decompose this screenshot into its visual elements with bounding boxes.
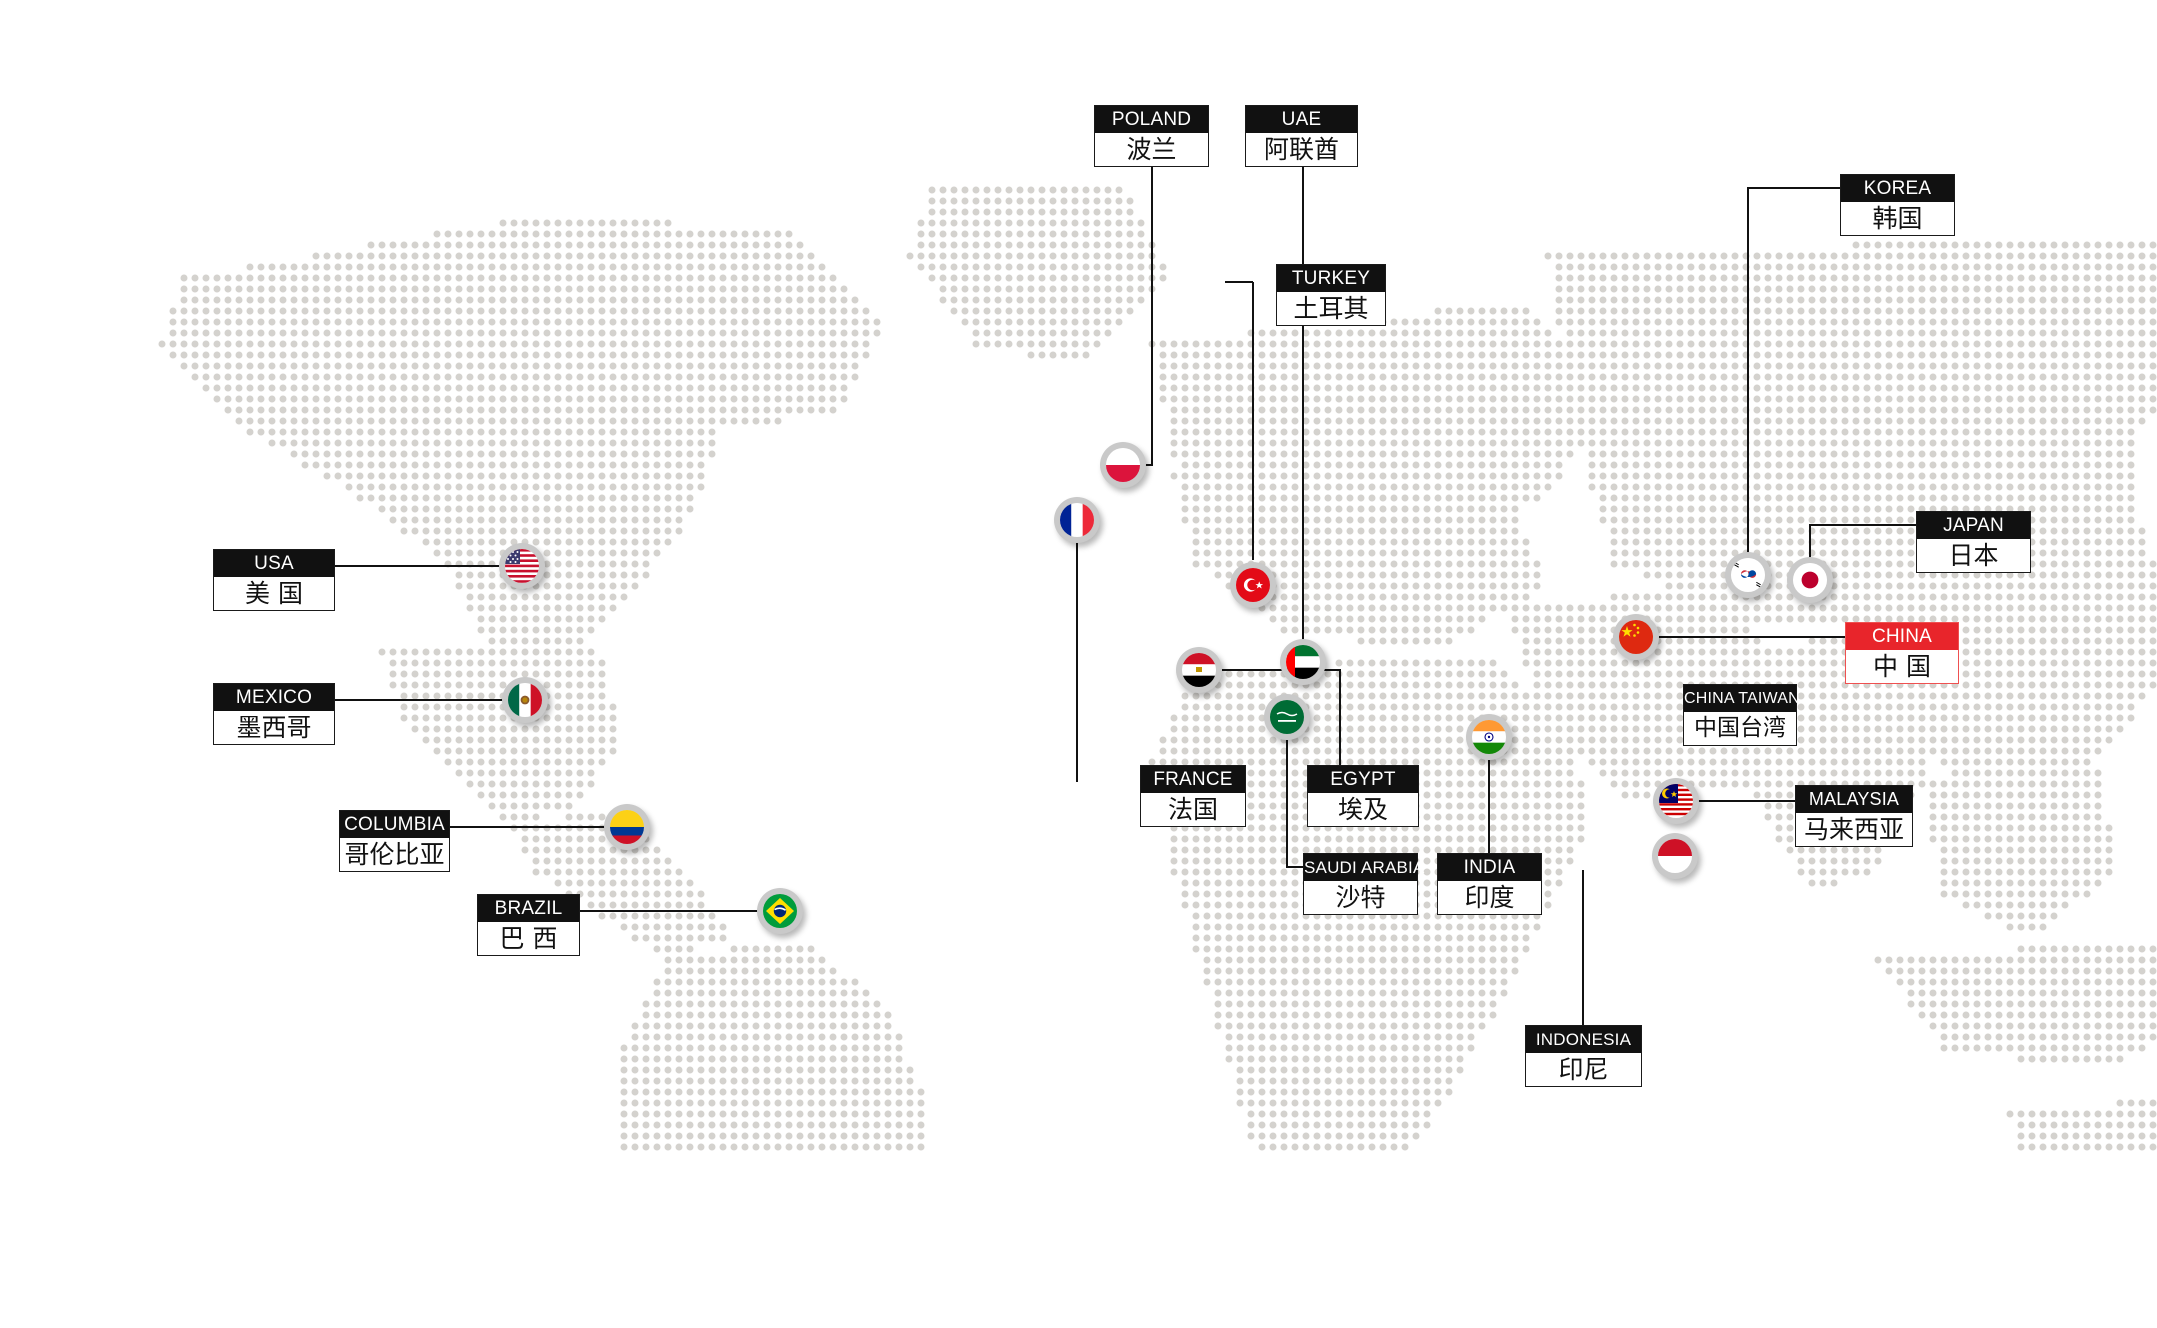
label-indonesia-en: INDONESIA [1526,1026,1641,1053]
korea-flag-icon [1731,558,1765,592]
brazil-flag-icon [763,894,797,928]
label-brazil-en: BRAZIL [478,895,579,922]
label-saudi-arabia[interactable]: SAUDI ARABIA 沙特 [1303,853,1424,915]
label-india-cn: 印度 [1464,883,1515,912]
label-korea-en: KOREA [1841,175,1954,202]
label-turkey-en: TURKEY [1277,265,1385,292]
label-turkey[interactable]: TURKEY 土耳其 [1276,264,1386,326]
columbia-flag-icon [610,810,644,844]
label-brazil[interactable]: BRAZIL 巴 西 [477,894,580,956]
label-usa-cn: 美 国 [245,579,303,608]
label-poland-cn: 波兰 [1126,135,1177,164]
label-columbia-cn: 哥伦比亚 [344,840,445,869]
marker-india[interactable] [1466,714,1512,760]
label-china-taiwan-en: CHINA TAIWAN [1684,685,1800,712]
label-india[interactable]: INDIA 印度 [1437,853,1542,915]
label-mexico-en: MEXICO [214,684,334,711]
egypt-flag-icon [1182,653,1216,687]
label-indonesia[interactable]: INDONESIA 印尼 [1525,1025,1642,1087]
label-japan[interactable]: JAPAN 日本 [1916,511,2031,573]
label-india-en: INDIA [1438,854,1541,881]
label-usa[interactable]: USA 美 国 [213,549,335,611]
japan-flag-icon [1793,563,1827,597]
mexico-flag-icon [508,683,542,717]
label-columbia[interactable]: COLUMBIA 哥伦比亚 [339,810,450,872]
label-france[interactable]: FRANCE 法国 [1140,765,1246,827]
label-mexico-cn: 墨西哥 [236,713,312,742]
marker-france[interactable] [1054,497,1100,543]
label-brazil-cn: 巴 西 [499,924,558,953]
label-columbia-en: COLUMBIA [340,811,449,838]
indonesia-flag-icon [1658,839,1692,873]
usa-flag-icon [505,549,539,583]
label-egypt-en: EGYPT [1308,766,1418,793]
china-flag-icon [1619,620,1653,654]
label-malaysia-en: MALAYSIA [1796,786,1912,813]
india-flag-icon [1472,720,1506,754]
marker-korea[interactable] [1725,552,1771,598]
label-indonesia-cn: 印尼 [1558,1055,1609,1084]
label-poland-en: POLAND [1095,106,1208,133]
label-china-taiwan-cn: 中国台湾 [1694,715,1786,741]
label-mexico[interactable]: MEXICO 墨西哥 [213,683,335,745]
marker-japan[interactable] [1787,557,1833,603]
label-china-en: CHINA [1846,623,1958,650]
saudi-arabia-flag-icon [1270,700,1304,734]
marker-egypt[interactable] [1176,647,1222,693]
label-uae-en: UAE [1246,106,1357,133]
marker-saudi-arabia[interactable] [1264,694,1310,740]
poland-flag-icon [1106,448,1140,482]
label-uae[interactable]: UAE 阿联酋 [1245,105,1358,167]
marker-usa[interactable] [499,543,545,589]
label-usa-en: USA [214,550,334,577]
marker-indonesia[interactable] [1652,833,1698,879]
malaysia-flag-icon [1659,784,1693,818]
label-china-taiwan[interactable]: CHINA TAIWAN 中国台湾 [1683,684,1800,746]
label-egypt[interactable]: EGYPT 埃及 [1307,765,1419,827]
uae-flag-icon [1286,645,1320,679]
label-japan-en: JAPAN [1917,512,2030,539]
marker-china[interactable] [1613,614,1659,660]
label-saudi-arabia-en: SAUDI ARABIA [1304,854,1424,881]
marker-turkey[interactable] [1230,562,1276,608]
label-france-en: FRANCE [1141,766,1245,793]
label-poland[interactable]: POLAND 波兰 [1094,105,1209,167]
label-egypt-cn: 埃及 [1337,795,1388,824]
label-france-cn: 法国 [1167,795,1218,824]
marker-brazil[interactable] [757,888,803,934]
label-china-cn: 中 国 [1873,652,1931,681]
marker-mexico[interactable] [502,677,548,723]
label-korea-cn: 韩国 [1872,204,1923,233]
label-saudi-arabia-cn: 沙特 [1335,883,1386,912]
label-korea[interactable]: KOREA 韩国 [1840,174,1955,236]
label-china[interactable]: CHINA 中 国 [1845,622,1959,684]
label-malaysia-cn: 马来西亚 [1803,815,1904,844]
label-japan-cn: 日本 [1948,541,1999,570]
marker-columbia[interactable] [604,804,650,850]
marker-poland[interactable] [1100,442,1146,488]
label-turkey-cn: 土耳其 [1293,294,1369,323]
marker-uae[interactable] [1280,639,1326,685]
marker-malaysia[interactable] [1653,778,1699,824]
turkey-flag-icon [1236,568,1270,602]
label-malaysia[interactable]: MALAYSIA 马来西亚 [1795,785,1913,847]
france-flag-icon [1060,503,1094,537]
label-uae-cn: 阿联酋 [1263,135,1339,164]
